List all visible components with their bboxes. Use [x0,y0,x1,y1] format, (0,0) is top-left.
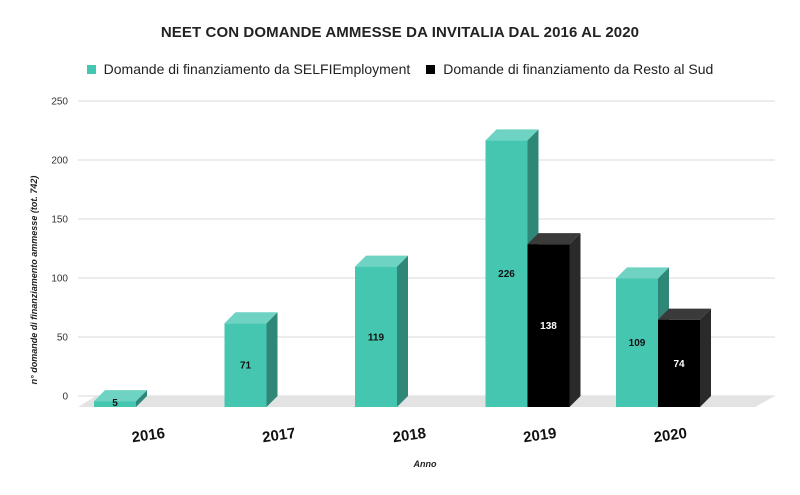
x-axis-title: Anno [413,459,437,469]
y-tick-label-150: 150 [51,215,68,226]
legend-swatch-selfiemployment [86,64,96,74]
legend-swatch-resto-al-sud [426,64,436,74]
bar-resto-al-sud-2020 [658,319,700,407]
y-tick-label-0: 0 [62,392,68,403]
bar-selfiemployment-2018 [355,266,397,407]
x-tick-label-2017: 2017 [261,425,296,446]
chart-title: NEET CON DOMANDE AMMESSE DA INVITALIA DA… [160,24,640,41]
x-tick-label-2019: 2019 [522,425,557,446]
legend: Domande di finanziamento da SELFIEmploym… [0,61,800,77]
data-label-selfiemployment-2020: 109 [629,338,646,349]
data-labels: 5 71 119 226 138 109 74 [112,269,685,409]
y-axis-title: n° domande di finanziamento ammesse (tot… [29,176,39,385]
data-label-resto-al-sud-2019: 138 [540,321,557,332]
bar-selfiemployment-2016-top [94,390,147,402]
bar-selfiemployment-2019-top [485,129,539,141]
data-label-selfiemployment-2019: 226 [498,269,515,280]
bar-selfiemployment-2020-top [616,267,669,279]
data-label-resto-al-sud-2020: 74 [673,359,685,370]
y-tick-label-200: 200 [51,156,68,167]
y-tick-label-50: 50 [57,333,69,344]
bar-resto-al-sud-2019 [527,244,570,407]
bar-selfiemployment-2017-side [266,312,278,407]
y-tick-label-250: 250 [51,97,68,108]
axes: 0 50 100 150 200 250 2016 2017 2018 2019 2020 [51,97,688,447]
bar-selfiemployment-2017 [224,323,267,407]
legend-label-selfiemployment: Domande di finanziamento da SELFIEmploym… [103,61,411,77]
x-tick-label-2016: 2016 [131,425,166,446]
bar-resto-al-sud-2020-side [700,308,711,407]
legend-item-selfiemployment: Domande di finanziamento da SELFIEmploym… [86,61,411,77]
data-label-selfiemployment-2018: 119 [368,332,385,343]
bar-selfiemployment-2020 [616,278,658,407]
bar-selfiemployment-2017-top [224,312,278,324]
bar-selfiemployment-2019 [485,140,528,407]
bars [94,129,711,407]
x-tick-label-2020: 2020 [653,425,688,446]
legend-label-resto-al-sud: Domande di finanziamento da Resto al Sud [443,61,714,77]
bar-resto-al-sud-2020-top [658,308,711,320]
data-label-selfiemployment-2016: 5 [112,398,118,409]
x-tick-label-2018: 2018 [392,425,427,446]
bar-selfiemployment-2018-top [355,255,408,267]
bar-selfiemployment-2018-side [397,255,408,407]
bar-resto-al-sud-2019-side [569,233,581,407]
bar-resto-al-sud-2019-top [527,233,581,245]
legend-item-resto-al-sud: Domande di finanziamento da Resto al Sud [426,61,713,77]
bar-selfiemployment-2016 [94,401,136,407]
bar-selfiemployment-2016-side [136,390,147,407]
data-label-selfiemployment-2017: 71 [240,361,252,372]
y-tick-label-100: 100 [51,274,68,285]
